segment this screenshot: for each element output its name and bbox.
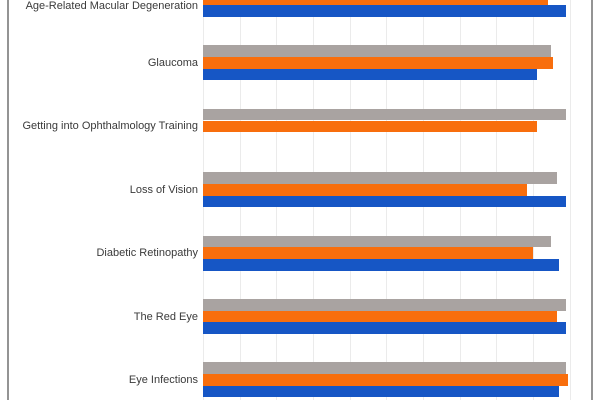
bar-orange (203, 374, 568, 386)
category-label: The Red Eye (133, 310, 198, 323)
bar-blue (203, 68, 537, 81)
bar-orange (203, 183, 528, 196)
bar-gray (203, 45, 552, 58)
category-label: Diabetic Retinopathy (96, 247, 198, 260)
bar-orange (203, 120, 537, 133)
bar-gray (203, 299, 566, 311)
bar-blue (203, 322, 566, 335)
category-label: Eye Infections (128, 373, 198, 386)
bar-blue (203, 259, 559, 271)
bar-blue (203, 195, 566, 208)
category-label: Getting into Ophthalmology Training (22, 120, 199, 133)
bar-orange (203, 0, 548, 6)
bar-orange (203, 247, 533, 259)
bar-gray (203, 108, 566, 121)
gridline (569, 0, 571, 400)
frame-border-left (7, 0, 9, 400)
bar-blue (203, 5, 566, 18)
category-label: Glaucoma (147, 56, 198, 69)
category-label: Loss of Vision (129, 183, 198, 196)
bar-gray (203, 235, 552, 248)
bar-gray (203, 172, 557, 184)
bar-orange (203, 310, 557, 323)
category-label: Age-Related Macular Degeneration (25, 0, 198, 12)
bar-gray (203, 362, 566, 375)
bar-blue (203, 385, 559, 398)
frame-border-right (591, 0, 593, 400)
bar-orange (203, 57, 553, 69)
